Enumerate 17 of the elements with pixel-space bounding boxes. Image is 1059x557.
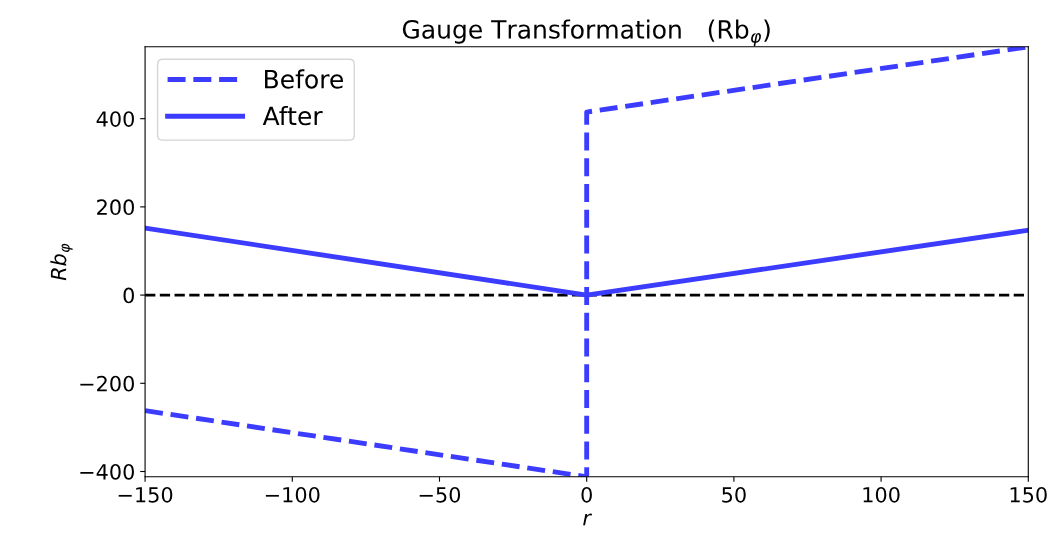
x-tick-label: 50	[722, 486, 746, 503]
x-axis-title: r	[583, 513, 593, 526]
x-tick-label: 0	[581, 486, 592, 503]
y-tick-label: 0	[123, 287, 134, 304]
x-tick-label: 100	[863, 486, 900, 503]
chart-title: Gauge Transformation (Rb$_{φ}$)	[402, 19, 770, 47]
legend-label: Before	[265, 69, 343, 89]
y-tick-label: 200	[97, 199, 134, 216]
x-tick-label: −100	[265, 486, 320, 503]
y-axis-title: Rb$_{φ}$	[50, 243, 73, 281]
y-tick-label: −400	[80, 463, 134, 480]
y-tick-label: 400	[96, 111, 134, 127]
y-tick-label: −200	[80, 375, 134, 392]
legend-label: After	[262, 105, 323, 126]
x-tick-label: 150	[1010, 486, 1047, 503]
x-tick-label: −50	[419, 486, 461, 503]
x-tick-label: −150	[118, 486, 173, 503]
